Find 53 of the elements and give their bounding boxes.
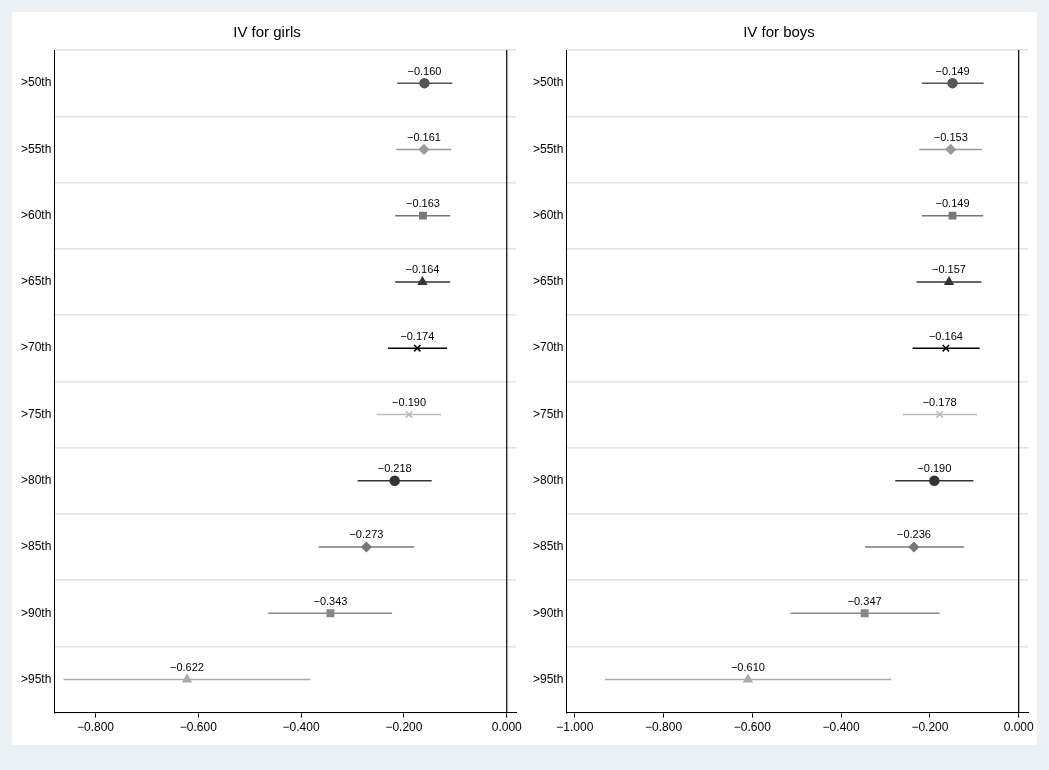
data-label: −0.178 [922, 395, 957, 408]
x-tick-label: −0.200 [385, 720, 423, 735]
data-label: −0.149 [935, 64, 970, 77]
chart-title: IV for boys [743, 23, 815, 41]
y-tick-label: >70th [532, 340, 564, 355]
y-tick-label: >55th [532, 141, 564, 156]
data-label: −0.273 [349, 528, 384, 541]
data-label: −0.164 [928, 329, 963, 342]
x-tick-label: −0.200 [911, 720, 949, 735]
y-tick-label: >75th [20, 406, 52, 421]
chart-title: IV for girls [233, 23, 301, 41]
y-tick-label: >65th [20, 274, 52, 289]
data-label: −0.610 [730, 661, 765, 673]
y-tick-label: >75th [532, 406, 564, 421]
y-tick-label: >60th [20, 207, 52, 222]
y-tick-label: >80th [20, 473, 52, 487]
data-label: −0.347 [847, 594, 882, 607]
x-tick-label: −0.400 [282, 720, 320, 735]
y-tick-label: >95th [20, 671, 52, 686]
data-label: −0.160 [407, 64, 442, 77]
data-label: −0.174 [400, 329, 435, 342]
data-label: −0.218 [377, 462, 412, 475]
y-tick-label: >90th [20, 605, 52, 620]
y-tick-label: >55th [20, 141, 52, 156]
x-tick-label: 0.000 [491, 720, 523, 735]
y-tick-label: >50th [20, 75, 52, 90]
data-label: −0.622 [170, 661, 204, 673]
x-tick-label: −0.600 [179, 720, 218, 735]
x-tick-label: −0.400 [822, 720, 860, 735]
data-label: −0.157 [932, 263, 966, 276]
data-label: −0.161 [407, 130, 441, 143]
y-tick-label: >80th [532, 473, 564, 487]
data-label: −0.164 [405, 263, 440, 276]
y-tick-label: >95th [532, 671, 564, 686]
y-tick-label: >50th [532, 75, 564, 90]
y-tick-label: >90th [532, 605, 564, 620]
data-label: −0.149 [935, 197, 970, 210]
data-label: −0.190 [392, 395, 427, 408]
x-tick-label: −0.800 [76, 720, 115, 735]
y-tick-label: >65th [532, 274, 564, 289]
y-tick-label: >70th [20, 340, 52, 355]
data-label: −0.153 [933, 130, 968, 143]
x-tick-label: 0.000 [1003, 720, 1035, 735]
y-tick-label: >85th [20, 539, 52, 554]
y-tick-label: >85th [532, 539, 564, 554]
data-label: −0.236 [896, 528, 931, 541]
x-tick-label: −0.600 [733, 720, 772, 735]
data-label: −0.190 [917, 462, 952, 475]
x-tick-label: −1.000 [556, 720, 594, 735]
y-tick-label: >60th [532, 207, 564, 222]
x-tick-label: −0.800 [645, 720, 683, 735]
data-label: −0.343 [313, 594, 348, 607]
data-label: −0.163 [405, 197, 440, 210]
